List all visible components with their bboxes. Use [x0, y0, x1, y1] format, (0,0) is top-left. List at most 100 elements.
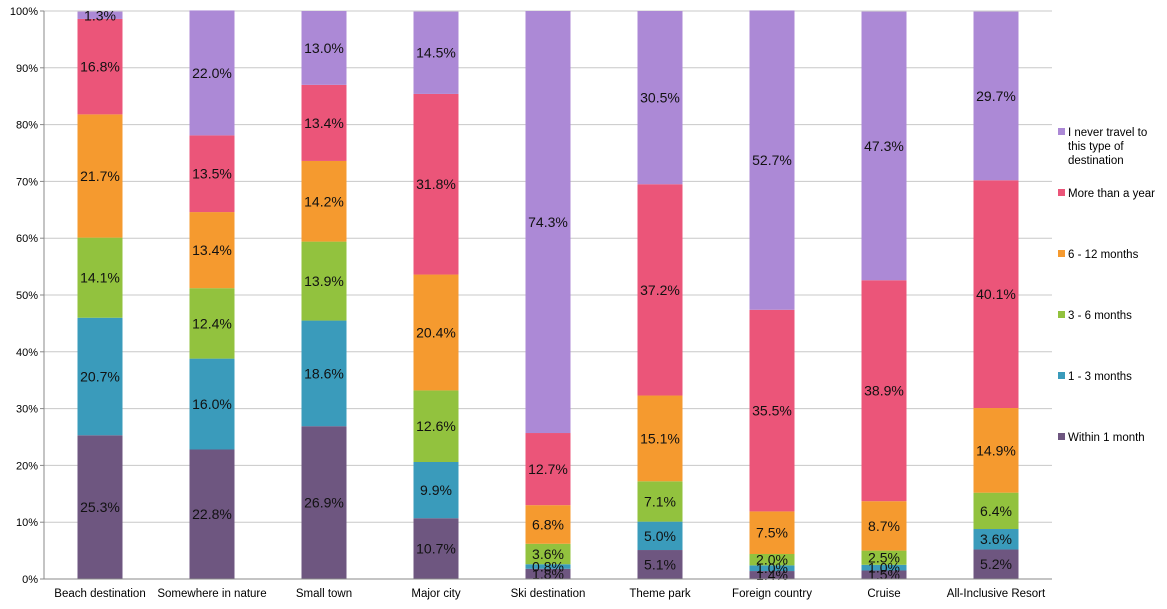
bar-segment: [637, 395, 683, 482]
bar-segment: [77, 435, 123, 579]
data-label: 18.6%: [304, 365, 344, 381]
bar-segment: [637, 184, 683, 396]
y-tick-label: 50%: [16, 290, 38, 302]
data-label: 14.9%: [976, 442, 1016, 458]
bar-segment: [973, 492, 1019, 530]
x-tick-label: Beach destination: [54, 588, 145, 600]
data-label: 22.0%: [192, 65, 232, 81]
data-label: 20.4%: [416, 324, 456, 340]
data-label: 15.1%: [640, 430, 680, 446]
bar-segment: [973, 408, 1019, 493]
bar-segment: [189, 10, 235, 136]
bar-segment: [301, 241, 347, 321]
y-tick-label: 90%: [16, 63, 38, 75]
legend-label: More than a year: [1068, 188, 1155, 200]
data-label: 13.4%: [304, 115, 344, 131]
bar-segment: [525, 505, 571, 544]
bar-segment: [637, 11, 683, 185]
y-tick-label: 20%: [16, 460, 38, 472]
bar-segment: [973, 11, 1019, 181]
data-label: 5.0%: [644, 528, 676, 544]
data-label: 13.4%: [192, 242, 232, 258]
data-label: 40.1%: [976, 286, 1016, 302]
legend-swatch: [1058, 372, 1065, 379]
bar-segment: [189, 135, 235, 213]
axes: 0% 10% 20% 30% 40% 50% 60% 70% 80% 90% 100% Beach d…: [10, 6, 1052, 600]
bar-segment: [301, 160, 347, 242]
bar-segment: [189, 288, 235, 359]
data-label: 9.9%: [420, 482, 452, 498]
legend-label: 1 - 3 months: [1068, 371, 1132, 383]
bar-segment: [189, 212, 235, 289]
data-label: 2.0%: [756, 552, 788, 568]
bar-segment: [413, 518, 459, 579]
bar-segment: [749, 511, 795, 555]
bar-segment: [77, 11, 123, 19]
bar-segment: [301, 84, 347, 161]
data-label: 38.9%: [864, 383, 904, 399]
data-label: 1.0%: [756, 560, 788, 576]
bar-segment: [189, 358, 235, 450]
bar-segment: [861, 564, 907, 571]
data-label: 29.7%: [976, 88, 1016, 104]
legend-swatch: [1058, 433, 1065, 440]
data-label: 1.8%: [532, 566, 564, 582]
data-label: 0.8%: [532, 559, 564, 575]
data-label: 6.8%: [532, 516, 564, 532]
data-label: 5.1%: [644, 557, 676, 573]
data-label: 12.7%: [528, 461, 568, 477]
data-label: 14.2%: [304, 193, 344, 209]
y-tick-label: 40%: [16, 347, 38, 359]
data-label: 13.5%: [192, 166, 232, 182]
data-label: 37.2%: [640, 282, 680, 298]
x-tick-label: Major city: [411, 588, 460, 600]
data-label: 7.5%: [756, 525, 788, 541]
data-label: 16.8%: [80, 59, 120, 75]
data-label: 52.7%: [752, 152, 792, 168]
data-label: 35.5%: [752, 403, 792, 419]
legend-label: 6 - 12 months: [1068, 249, 1139, 261]
bar-segment: [973, 529, 1019, 550]
bar-segment: [413, 274, 459, 391]
bar-segment: [525, 543, 571, 565]
bar-segment: [973, 549, 1019, 579]
bars: [77, 10, 1019, 579]
legend-swatch: [1058, 250, 1065, 257]
legend-label: I never travel to this type of destination: [1068, 127, 1147, 167]
data-label: 21.7%: [80, 168, 120, 184]
data-label: 74.3%: [528, 214, 568, 230]
bar-segment: [301, 320, 347, 427]
bar-segment: [749, 554, 795, 566]
data-label: 12.4%: [192, 315, 232, 331]
bar-segment: [77, 317, 123, 436]
bar-segment: [861, 501, 907, 551]
x-tick-label: Ski destination: [511, 588, 586, 600]
bar-segment: [301, 426, 347, 579]
data-label: 10.7%: [416, 541, 456, 557]
y-tick-label: 10%: [16, 517, 38, 529]
data-label: 3.6%: [980, 531, 1012, 547]
bar-segment: [413, 11, 459, 94]
legend-swatch: [1058, 189, 1065, 196]
data-label: 5.2%: [980, 556, 1012, 572]
bar-segment: [189, 449, 235, 579]
bar-segment: [861, 570, 907, 579]
legend: I never travel to this type of destination…: [1058, 127, 1155, 444]
data-label: 12.6%: [416, 418, 456, 434]
data-label: 47.3%: [864, 138, 904, 154]
bar-segment: [749, 309, 795, 512]
legend-label: Within 1 month: [1068, 432, 1145, 444]
legend-swatch: [1058, 128, 1065, 135]
data-label: 1.3%: [84, 7, 116, 23]
bar-segment: [413, 93, 459, 275]
y-tick-label: 70%: [16, 176, 38, 188]
x-tick-label: Theme park: [629, 588, 691, 600]
bar-segment: [77, 114, 123, 238]
bar-segment: [525, 433, 571, 506]
y-tick-label: 60%: [16, 233, 38, 245]
bar-segment: [413, 390, 459, 462]
data-label: 22.8%: [192, 506, 232, 522]
bar-segment: [525, 11, 571, 434]
